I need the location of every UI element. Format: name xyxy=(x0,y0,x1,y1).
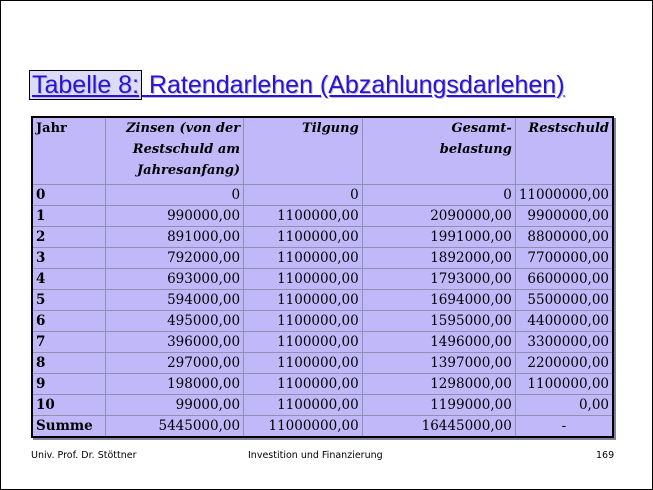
table-cell: 3 xyxy=(31,247,107,269)
table-cell: 5445000,00 xyxy=(105,415,245,438)
table-cell: 1694000,00 xyxy=(361,289,516,311)
table-cell: 1991000,00 xyxy=(361,226,516,248)
table-cell: 11000000,00 xyxy=(514,184,614,206)
table-row: 9 198000,00 1100000,00 1298000,00 1100000,00 xyxy=(31,373,614,395)
table-row: 6 495000,00 1100000,00 1595000,00 4400000,00 xyxy=(31,310,614,332)
table-cell: 1793000,00 xyxy=(361,268,516,290)
footer-course: Investition und Finanzierung xyxy=(248,450,383,461)
table-cell: 1100000,00 xyxy=(243,352,363,374)
table-cell: 5500000,00 xyxy=(514,289,614,311)
table-cell: 0,00 xyxy=(514,394,614,416)
table-cell: 1100000,00 xyxy=(243,247,363,269)
table-cell: 16445000,00 xyxy=(361,415,516,438)
table-cell: 1100000,00 xyxy=(243,268,363,290)
col-tilgung: Tilgung xyxy=(243,116,363,185)
table-cell: 9 xyxy=(31,373,107,395)
table-cell: 0 xyxy=(243,184,363,206)
table-cell: 1100000,00 xyxy=(514,373,614,395)
footer-author: Univ. Prof. Dr. Stöttner xyxy=(31,450,137,461)
table-cell: 1199000,00 xyxy=(361,394,516,416)
table-row: 5 594000,00 1100000,00 1694000,00 5500000,00 xyxy=(31,289,614,311)
table-cell: 5 xyxy=(31,289,107,311)
table-cell: 693000,00 xyxy=(105,268,245,290)
table-cell: 2090000,00 xyxy=(361,205,516,227)
table-cell: 1100000,00 xyxy=(243,394,363,416)
table-cell: 3300000,00 xyxy=(514,331,614,353)
table-row: 10 99000,00 1100000,00 1199000,00 0,00 xyxy=(31,394,614,416)
table-cell: 7700000,00 xyxy=(514,247,614,269)
table-row: 8 297000,00 1100000,00 1397000,00 2200000,00 xyxy=(31,352,614,374)
table-cell: 990000,00 xyxy=(105,205,245,227)
table-cell: 0 xyxy=(105,184,245,206)
loan-table: Jahr Zinsen (von der Restschuld am Jahre… xyxy=(31,116,614,438)
table-cell: 1100000,00 xyxy=(243,373,363,395)
table-cell: 6600000,00 xyxy=(514,268,614,290)
table-cell: 198000,00 xyxy=(105,373,245,395)
table-cell: 1100000,00 xyxy=(243,226,363,248)
col-gesamt: Gesamt- belastung xyxy=(361,116,516,185)
table-cell: 4400000,00 xyxy=(514,310,614,332)
table-cell: - xyxy=(514,415,614,438)
table-cell: 1397000,00 xyxy=(361,352,516,374)
slide-title: Tabelle 8: Ratendarlehen (Abzahlungsdarl… xyxy=(29,70,565,100)
table-cell: 4 xyxy=(31,268,107,290)
table-row: 0 0 0 0 11000000,00 xyxy=(31,184,614,206)
table-cell: 8800000,00 xyxy=(514,226,614,248)
title-text: Ratendarlehen (Abzahlungsdarlehen) xyxy=(142,71,565,99)
table-cell: 1100000,00 xyxy=(243,289,363,311)
table-cell: 7 xyxy=(31,331,107,353)
table-cell: 792000,00 xyxy=(105,247,245,269)
table-cell: 594000,00 xyxy=(105,289,245,311)
table-row: 4 693000,00 1100000,00 1793000,00 6600000,00 xyxy=(31,268,614,290)
table-cell: 0 xyxy=(31,184,107,206)
col-jahr: Jahr xyxy=(31,116,107,185)
table-row: 1 990000,00 1100000,00 2090000,00 9900000,00 xyxy=(31,205,614,227)
table-row: 3 792000,00 1100000,00 1892000,00 7700000,00 xyxy=(31,247,614,269)
title-label: Tabelle 8: xyxy=(29,70,143,100)
table-cell: 495000,00 xyxy=(105,310,245,332)
col-zinsen: Zinsen (von der Restschuld am Jahresanfa… xyxy=(105,116,245,185)
table-row: 7 396000,00 1100000,00 1496000,00 3300000,00 xyxy=(31,331,614,353)
table-cell: 1 xyxy=(31,205,107,227)
table-cell: 891000,00 xyxy=(105,226,245,248)
table-cell: 1595000,00 xyxy=(361,310,516,332)
table-row: Summe 5445000,00 11000000,00 16445000,00- xyxy=(31,415,614,438)
col-restschuld: Restschuld xyxy=(514,116,614,185)
table-cell: 1100000,00 xyxy=(243,205,363,227)
table-cell: 9900000,00 xyxy=(514,205,614,227)
table-cell: 10 xyxy=(31,394,107,416)
header-row: Jahr Zinsen (von der Restschuld am Jahre… xyxy=(31,116,614,185)
table-cell: 2200000,00 xyxy=(514,352,614,374)
table-cell: 1100000,00 xyxy=(243,331,363,353)
table-cell: 8 xyxy=(31,352,107,374)
table-cell: 2 xyxy=(31,226,107,248)
table-cell: 1892000,00 xyxy=(361,247,516,269)
table-cell: 99000,00 xyxy=(105,394,245,416)
table-cell: 297000,00 xyxy=(105,352,245,374)
table-cell: 11000000,00 xyxy=(243,415,363,438)
table-row: 2 891000,00 1100000,00 1991000,00 8800000,00 xyxy=(31,226,614,248)
footer-page: 169 xyxy=(596,450,615,461)
table-cell: 396000,00 xyxy=(105,331,245,353)
table-cell: 1100000,00 xyxy=(243,310,363,332)
table-cell: 1496000,00 xyxy=(361,331,516,353)
table-cell: 0 xyxy=(361,184,516,206)
table-cell: 1298000,00 xyxy=(361,373,516,395)
table-cell: Summe xyxy=(31,415,107,438)
table-cell: 6 xyxy=(31,310,107,332)
